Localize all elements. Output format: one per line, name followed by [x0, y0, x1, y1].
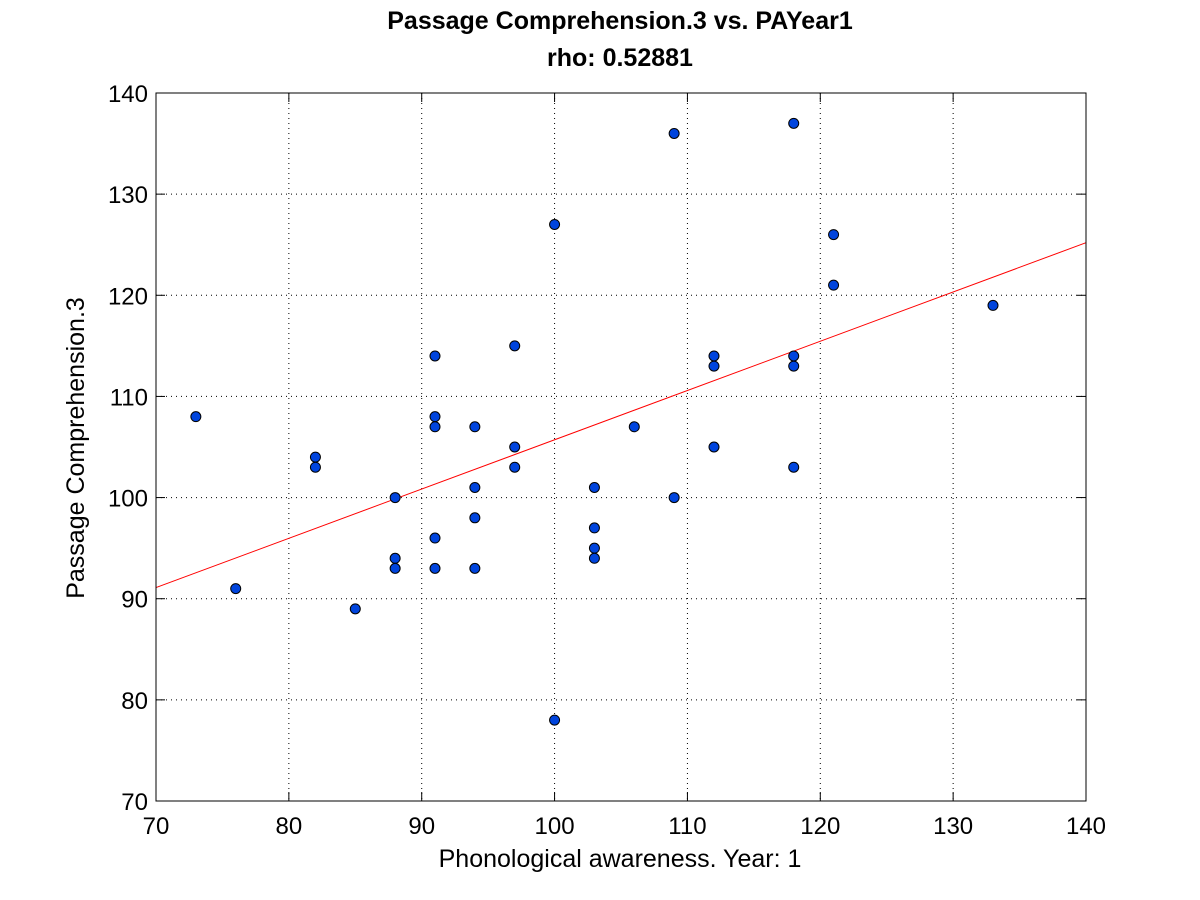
data-point — [389, 562, 401, 574]
plot-area-frame — [155, 92, 1087, 802]
regression-line — [155, 242, 1087, 589]
data-points — [190, 117, 999, 726]
x-tick-label: 80 — [276, 813, 303, 840]
chart-title: Passage Comprehension.3 vs. PAYear1 — [387, 7, 853, 35]
y-tick-label: 130 — [108, 182, 148, 209]
data-point — [588, 542, 600, 554]
data-point — [588, 481, 600, 493]
x-axis-label: Phonological awareness. Year: 1 — [439, 845, 802, 873]
data-point — [708, 360, 720, 372]
x-tick-label: 100 — [535, 813, 575, 840]
grid — [156, 93, 1086, 801]
data-point — [309, 451, 321, 463]
data-point — [788, 461, 800, 473]
data-point — [469, 421, 481, 433]
data-point — [230, 583, 242, 595]
data-point — [588, 552, 600, 564]
axis-ticks: 70 80 90 100 110 120 130 140 70 80 90 100 110 120 130 1… — [108, 81, 1106, 840]
data-point — [429, 411, 441, 423]
data-point — [429, 532, 441, 544]
x-tick-label: 120 — [800, 813, 840, 840]
y-tick-label: 80 — [121, 688, 148, 715]
y-tick-label: 140 — [108, 81, 148, 108]
y-tick-label: 110 — [110, 384, 148, 411]
chart-subtitle: rho: 0.52881 — [547, 44, 693, 72]
y-tick-label: 100 — [108, 486, 148, 513]
data-point — [190, 411, 202, 423]
x-tick-label: 70 — [143, 813, 170, 840]
data-point — [828, 229, 840, 241]
x-tick-label: 90 — [408, 813, 435, 840]
data-point — [429, 421, 441, 433]
data-point — [588, 522, 600, 534]
data-point — [828, 279, 840, 291]
data-point — [429, 350, 441, 362]
data-point — [349, 603, 361, 615]
data-point — [549, 714, 561, 726]
data-point — [788, 360, 800, 372]
fit-line-group — [155, 242, 1087, 589]
data-point — [788, 350, 800, 362]
data-point — [708, 350, 720, 362]
data-point — [389, 552, 401, 564]
data-point — [987, 299, 999, 311]
data-point — [668, 127, 680, 139]
x-tick-label: 130 — [933, 813, 973, 840]
data-point — [788, 117, 800, 129]
data-point — [429, 562, 441, 574]
data-point — [469, 562, 481, 574]
data-point — [469, 481, 481, 493]
y-tick-label: 120 — [108, 283, 148, 310]
data-point — [469, 512, 481, 524]
data-point — [389, 492, 401, 504]
data-point — [628, 421, 640, 433]
data-point — [509, 461, 521, 473]
x-tick-label: 110 — [668, 813, 706, 840]
y-tick-label: 70 — [121, 789, 148, 816]
data-point — [668, 492, 680, 504]
x-tick-label: 140 — [1066, 813, 1106, 840]
y-axis-label: Passage Comprehension.3 — [62, 297, 90, 599]
data-point — [509, 340, 521, 352]
y-tick-label: 90 — [121, 587, 148, 614]
data-point — [509, 441, 521, 453]
data-point — [708, 441, 720, 453]
data-point — [549, 218, 561, 230]
data-point — [309, 461, 321, 473]
